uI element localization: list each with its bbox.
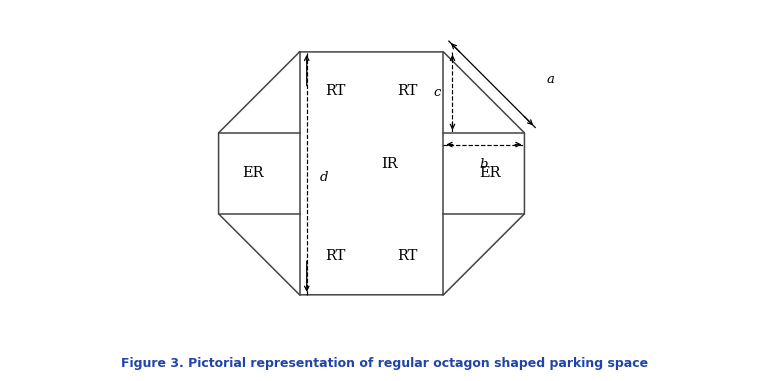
Text: RT: RT bbox=[326, 84, 346, 98]
Text: RT: RT bbox=[397, 84, 417, 98]
Text: d: d bbox=[320, 171, 328, 184]
Text: b: b bbox=[480, 158, 488, 171]
Text: ER: ER bbox=[242, 166, 263, 180]
Text: RT: RT bbox=[397, 249, 417, 263]
Text: RT: RT bbox=[326, 249, 346, 263]
Text: a: a bbox=[547, 73, 555, 86]
Text: Figure 3. Pictorial representation of regular octagon shaped parking space: Figure 3. Pictorial representation of re… bbox=[122, 357, 648, 370]
Text: IR: IR bbox=[381, 157, 398, 171]
Text: c: c bbox=[434, 86, 440, 99]
Text: ER: ER bbox=[480, 166, 501, 180]
